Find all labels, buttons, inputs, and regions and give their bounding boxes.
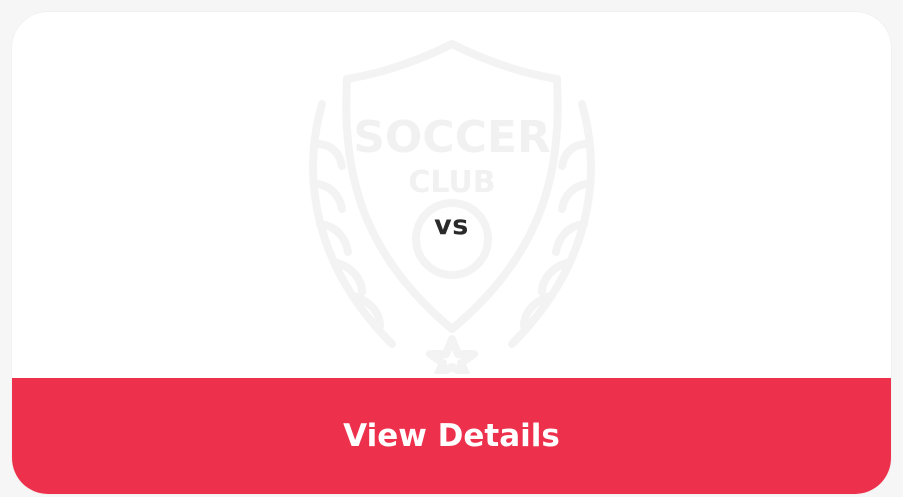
versus-label: vs (434, 210, 469, 241)
watermark-text-soccer: SOCCER (353, 112, 551, 163)
soccer-club-crest-icon: SOCCER CLUB (309, 40, 595, 374)
match-card: SOCCER CLUB vs View Details (12, 12, 891, 494)
watermark-text-club: CLUB (408, 165, 495, 200)
view-details-button[interactable]: View Details (12, 378, 891, 494)
